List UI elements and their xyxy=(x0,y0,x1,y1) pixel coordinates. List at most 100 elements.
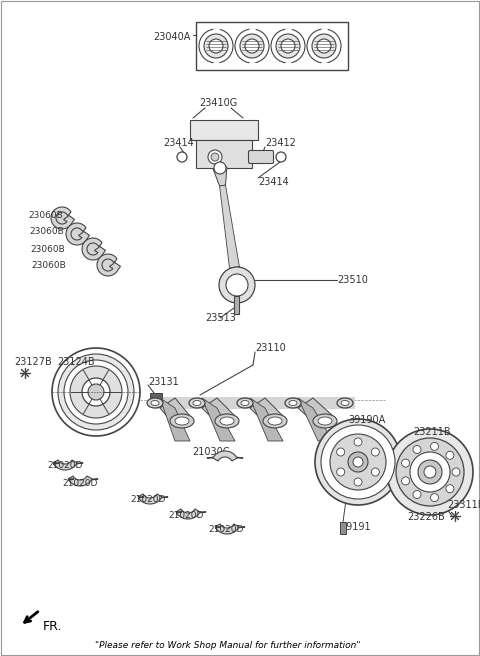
Circle shape xyxy=(336,468,345,476)
Text: 21030C: 21030C xyxy=(192,447,229,457)
Circle shape xyxy=(312,34,336,58)
Text: "Please refer to Work Shop Manual for further information": "Please refer to Work Shop Manual for fu… xyxy=(95,640,360,649)
Circle shape xyxy=(410,452,450,492)
Text: 23060B: 23060B xyxy=(31,262,66,270)
Ellipse shape xyxy=(341,401,349,405)
FancyBboxPatch shape xyxy=(249,150,274,163)
Polygon shape xyxy=(51,207,74,229)
Polygon shape xyxy=(176,509,206,519)
Text: 23412: 23412 xyxy=(265,138,296,148)
Circle shape xyxy=(235,29,269,63)
Text: 23060B: 23060B xyxy=(29,228,64,237)
Polygon shape xyxy=(215,524,245,534)
Polygon shape xyxy=(202,398,235,441)
Circle shape xyxy=(431,442,439,451)
Circle shape xyxy=(276,34,300,58)
Circle shape xyxy=(336,448,345,456)
Circle shape xyxy=(245,39,259,53)
Bar xyxy=(340,522,346,534)
Ellipse shape xyxy=(215,414,239,428)
Circle shape xyxy=(276,152,286,162)
Text: 23131: 23131 xyxy=(148,377,179,387)
Polygon shape xyxy=(138,494,168,504)
Circle shape xyxy=(64,360,128,424)
Bar xyxy=(196,22,348,70)
Polygon shape xyxy=(229,267,244,286)
Polygon shape xyxy=(298,398,333,441)
Polygon shape xyxy=(250,398,283,426)
Polygon shape xyxy=(82,238,106,260)
Text: 23226B: 23226B xyxy=(407,512,445,522)
Polygon shape xyxy=(160,398,190,426)
Text: 23513: 23513 xyxy=(205,313,236,323)
Text: 21020D: 21020D xyxy=(130,495,166,504)
Bar xyxy=(150,393,162,401)
Circle shape xyxy=(452,468,460,476)
Polygon shape xyxy=(298,398,333,426)
Text: 39190A: 39190A xyxy=(348,415,385,425)
Polygon shape xyxy=(213,167,227,186)
Polygon shape xyxy=(68,476,98,486)
Text: 23124B: 23124B xyxy=(57,357,95,367)
Text: 21020D: 21020D xyxy=(62,478,97,487)
Circle shape xyxy=(431,493,439,502)
Circle shape xyxy=(82,378,110,406)
Ellipse shape xyxy=(189,398,205,408)
Ellipse shape xyxy=(241,401,249,405)
Circle shape xyxy=(387,429,473,515)
Ellipse shape xyxy=(237,398,253,408)
Circle shape xyxy=(348,452,368,472)
Bar xyxy=(155,397,355,409)
Ellipse shape xyxy=(263,414,287,428)
Polygon shape xyxy=(202,398,235,426)
Polygon shape xyxy=(66,223,89,245)
Circle shape xyxy=(317,39,331,53)
Text: 23110: 23110 xyxy=(255,343,286,353)
Circle shape xyxy=(70,366,122,418)
Circle shape xyxy=(402,477,409,485)
Circle shape xyxy=(271,29,305,63)
Circle shape xyxy=(446,451,454,459)
Ellipse shape xyxy=(151,401,159,405)
Text: FR.: FR. xyxy=(43,621,62,634)
Ellipse shape xyxy=(313,414,337,428)
Text: 21020D: 21020D xyxy=(168,510,204,520)
Text: 23414: 23414 xyxy=(258,177,289,187)
Circle shape xyxy=(209,39,223,53)
Text: 23211B: 23211B xyxy=(413,427,451,437)
Text: 23414: 23414 xyxy=(163,138,194,148)
Circle shape xyxy=(372,468,379,476)
Ellipse shape xyxy=(175,417,189,425)
Text: 23060B: 23060B xyxy=(30,245,65,253)
Circle shape xyxy=(226,274,248,296)
Circle shape xyxy=(354,438,362,446)
Ellipse shape xyxy=(285,398,301,408)
Circle shape xyxy=(214,162,226,174)
Polygon shape xyxy=(219,185,240,268)
Circle shape xyxy=(402,459,409,467)
Text: 23311B: 23311B xyxy=(447,500,480,510)
Circle shape xyxy=(413,445,421,453)
Circle shape xyxy=(219,267,255,303)
Ellipse shape xyxy=(193,401,201,405)
Text: 39191: 39191 xyxy=(340,522,371,532)
Polygon shape xyxy=(53,460,83,470)
Circle shape xyxy=(330,434,386,490)
Circle shape xyxy=(199,29,233,63)
Circle shape xyxy=(52,348,140,436)
Polygon shape xyxy=(207,451,243,461)
Polygon shape xyxy=(97,254,120,276)
Ellipse shape xyxy=(289,401,297,405)
Text: 23410G: 23410G xyxy=(199,98,237,108)
Circle shape xyxy=(446,485,454,493)
Circle shape xyxy=(396,438,464,506)
Ellipse shape xyxy=(220,417,234,425)
Polygon shape xyxy=(250,398,283,441)
Ellipse shape xyxy=(268,417,282,425)
Circle shape xyxy=(240,34,264,58)
Circle shape xyxy=(372,448,379,456)
Text: 23060B: 23060B xyxy=(28,211,63,220)
Circle shape xyxy=(208,150,222,164)
Circle shape xyxy=(58,354,134,430)
Polygon shape xyxy=(160,398,190,441)
